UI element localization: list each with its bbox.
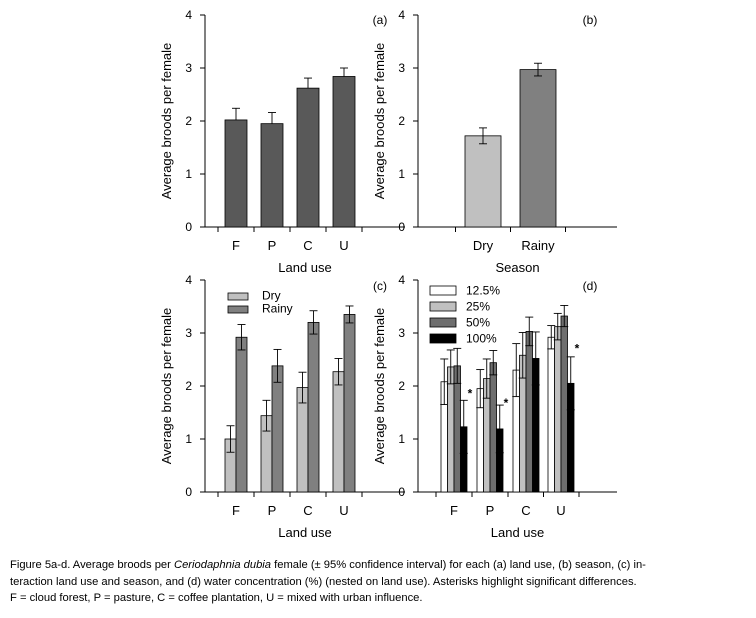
legend-swatch xyxy=(429,285,457,296)
bar xyxy=(260,123,284,228)
x-tick-label: U xyxy=(339,238,348,253)
legend-label: 100% xyxy=(466,332,497,346)
y-tick-label: 2 xyxy=(185,379,192,393)
y-tick-label: 3 xyxy=(398,61,405,75)
x-tick-label: F xyxy=(450,503,458,518)
x-tick-label: P xyxy=(486,503,495,518)
y-tick-label: 1 xyxy=(185,432,192,446)
y-tick-label: 0 xyxy=(398,485,405,499)
legend-swatch xyxy=(227,305,249,314)
bar xyxy=(464,135,502,228)
legend-swatch xyxy=(429,333,457,344)
y-tick-label: 3 xyxy=(398,326,405,340)
legend-label: Dry xyxy=(262,289,281,303)
y-tick-label: 3 xyxy=(185,61,192,75)
x-tick-label: F xyxy=(232,503,240,518)
y-tick-label: 0 xyxy=(185,220,192,234)
bar xyxy=(560,315,568,493)
panel-label: (a) xyxy=(373,13,388,27)
x-tick-label: P xyxy=(268,503,277,518)
x-tick-label: Dry xyxy=(473,238,494,253)
caption-species: Ceriodaphnia dubia xyxy=(173,559,272,571)
legend-label: 25% xyxy=(466,300,490,314)
bar xyxy=(332,76,356,228)
legend-swatch xyxy=(429,301,457,312)
caption-line2: teraction land use and season, and (d) w… xyxy=(10,575,637,588)
caption-prefix: Figure 5a-d. Average broods per xyxy=(10,559,174,571)
x-axis-title: Land use xyxy=(491,525,545,540)
panel-c: 0 1 2 3 4 F P C U Land use Average broods per fema… xyxy=(159,273,405,540)
y-tick-label: 2 xyxy=(398,114,405,128)
bar xyxy=(489,362,497,493)
figure-caption: Figure 5a-d. Average broods per Ceriodap… xyxy=(10,557,750,607)
y-tick-label: 4 xyxy=(398,273,405,287)
bar xyxy=(235,336,248,493)
y-axis-title: Average broods per female xyxy=(159,308,174,465)
legend-label: 12.5% xyxy=(466,284,500,298)
x-axis-title: Land use xyxy=(278,525,332,540)
caption-line1-rest: female (± 95% confidence interval) for e… xyxy=(271,559,646,571)
bar xyxy=(547,336,555,493)
significance-asterisk: * xyxy=(575,341,580,355)
legend-swatch xyxy=(227,292,249,301)
y-tick-label: 0 xyxy=(185,485,192,499)
y-axis-title: Average broods per female xyxy=(372,43,387,200)
panel-b: 0 1 2 3 4 Dry Rainy Season Average broods per fe… xyxy=(372,8,617,275)
panel-label: (c) xyxy=(373,279,387,293)
bar xyxy=(343,314,356,493)
bar xyxy=(447,366,455,493)
x-tick-label: U xyxy=(339,503,348,518)
significance-asterisk: * xyxy=(504,396,509,410)
legend: 12.5% 25% 50% 100% xyxy=(429,284,500,346)
y-tick-label: 4 xyxy=(185,8,192,22)
bar xyxy=(296,87,320,228)
y-tick-label: 1 xyxy=(398,167,405,181)
caption-line3: F = cloud forest, P = pasture, C = coffe… xyxy=(10,592,423,604)
significance-asterisk: * xyxy=(468,386,473,400)
x-tick-label: C xyxy=(303,238,312,253)
y-tick-label: 0 xyxy=(398,220,405,234)
y-tick-label: 3 xyxy=(185,326,192,340)
x-tick-label: C xyxy=(303,503,312,518)
panel-a: 0 1 2 3 4 F P C U Land use Average broods per fema… xyxy=(159,8,405,275)
y-tick-label: 4 xyxy=(185,273,192,287)
x-tick-label: P xyxy=(268,238,277,253)
y-tick-label: 2 xyxy=(398,379,405,393)
x-tick-label: C xyxy=(521,503,530,518)
x-tick-label: F xyxy=(232,238,240,253)
x-axis-title: Land use xyxy=(278,260,332,275)
x-tick-label: Rainy xyxy=(521,238,555,253)
panel-label: (b) xyxy=(583,13,598,27)
bar xyxy=(224,119,248,228)
legend-label: 50% xyxy=(466,316,490,330)
panel-label: (d) xyxy=(583,279,598,293)
bar xyxy=(453,365,461,493)
bar xyxy=(332,371,345,493)
bar xyxy=(271,365,284,493)
legend-label: Rainy xyxy=(262,302,293,316)
y-axis-title: Average broods per female xyxy=(372,308,387,465)
bar xyxy=(307,321,320,493)
bar xyxy=(525,331,533,493)
y-tick-label: 1 xyxy=(398,432,405,446)
y-tick-label: 4 xyxy=(398,8,405,22)
bar xyxy=(554,326,562,493)
y-tick-label: 1 xyxy=(185,167,192,181)
y-axis-title: Average broods per female xyxy=(159,43,174,200)
x-axis-title: Season xyxy=(495,260,539,275)
x-tick-label: U xyxy=(556,503,565,518)
y-tick-label: 2 xyxy=(185,114,192,128)
panel-d: 0 1 2 3 4 F P C U Land use Average broods per fema… xyxy=(372,273,617,540)
legend-swatch xyxy=(429,317,457,328)
bar xyxy=(519,69,557,228)
